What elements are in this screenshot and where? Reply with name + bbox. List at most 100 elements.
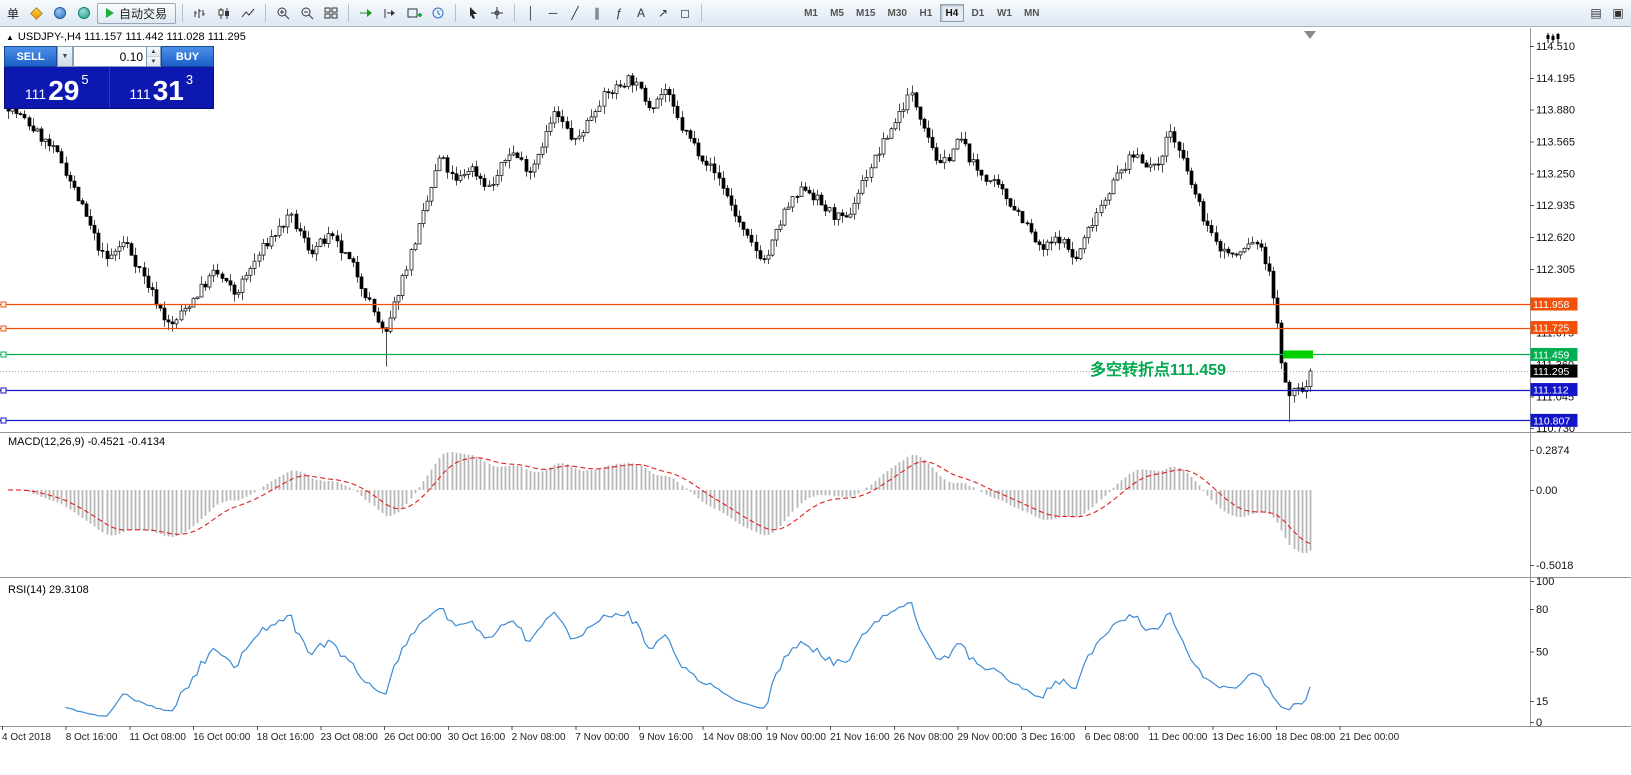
order-menu-label[interactable]: 单 bbox=[7, 6, 20, 21]
svg-text:50: 50 bbox=[1536, 647, 1548, 659]
rsi-label: RSI(14) 29.3108 bbox=[8, 584, 89, 596]
svg-text:6 Dec 08:00: 6 Dec 08:00 bbox=[1085, 732, 1139, 743]
fibonacci-icon[interactable]: ƒ bbox=[615, 6, 623, 20]
svg-text:100: 100 bbox=[1536, 576, 1554, 588]
svg-text:111.958: 111.958 bbox=[1533, 299, 1570, 311]
bar-chart-icon[interactable] bbox=[189, 3, 211, 23]
symbol-ohlc-text: USDJPY-,H4 111.157 111.442 111.028 111.2… bbox=[17, 31, 246, 43]
turning-point-annotation: 多空转折点111.459 bbox=[1090, 362, 1227, 379]
sell-button[interactable]: SELL bbox=[4, 46, 57, 67]
timeframe-m1[interactable]: M1 bbox=[804, 7, 818, 19]
sell-price-display[interactable]: 111 29 5 bbox=[5, 67, 109, 108]
auto-trading-label: 自动交易 bbox=[119, 6, 168, 21]
svg-text:0.2874: 0.2874 bbox=[1536, 445, 1570, 457]
svg-text:8 Oct 16:00: 8 Oct 16:00 bbox=[66, 732, 118, 743]
candlestick-chart-icon[interactable] bbox=[213, 3, 235, 23]
svg-text:23 Oct 08:00: 23 Oct 08:00 bbox=[321, 732, 379, 743]
svg-text:18 Oct 16:00: 18 Oct 16:00 bbox=[257, 732, 315, 743]
symbol-expand-icon[interactable]: ▲ bbox=[6, 32, 14, 42]
vertical-line-icon[interactable]: │ bbox=[527, 6, 535, 20]
timeframe-m15[interactable]: M15 bbox=[856, 7, 876, 19]
trendline-icon[interactable]: ╱ bbox=[571, 6, 579, 20]
trade-options-dropdown[interactable]: ▼ bbox=[57, 46, 73, 67]
svg-text:2 Nov 08:00: 2 Nov 08:00 bbox=[512, 732, 566, 743]
svg-text:15: 15 bbox=[1536, 696, 1548, 708]
timeframe-mn[interactable]: MN bbox=[1023, 7, 1040, 19]
mql5-icon[interactable] bbox=[25, 3, 47, 23]
lot-size-value: 0.10 bbox=[119, 49, 143, 64]
svg-text:14 Nov 08:00: 14 Nov 08:00 bbox=[703, 732, 763, 743]
svg-text:111.459: 111.459 bbox=[1533, 349, 1570, 361]
svg-text:7 Nov 00:00: 7 Nov 00:00 bbox=[575, 732, 629, 743]
svg-text:26 Oct 00:00: 26 Oct 00:00 bbox=[384, 732, 442, 743]
toolbar-separator bbox=[348, 4, 350, 22]
crosshair-icon[interactable] bbox=[486, 3, 508, 23]
sell-price-big: 29 bbox=[48, 75, 80, 107]
timeframe-m30[interactable]: M30 bbox=[887, 7, 907, 19]
chart-shift-icon[interactable] bbox=[379, 3, 401, 23]
svg-text:0.00: 0.00 bbox=[1536, 485, 1557, 497]
svg-text:111.112: 111.112 bbox=[1533, 385, 1569, 397]
auto-scroll-icon[interactable] bbox=[355, 3, 377, 23]
svg-text:3 Dec 16:00: 3 Dec 16:00 bbox=[1021, 732, 1075, 743]
svg-text:11 Oct 08:00: 11 Oct 08:00 bbox=[129, 732, 186, 743]
svg-text:29 Nov 00:00: 29 Nov 00:00 bbox=[958, 732, 1018, 743]
window-layout-icon[interactable]: ▤ bbox=[1590, 6, 1602, 20]
toolbar-separator bbox=[265, 4, 267, 22]
new-chart-icon[interactable] bbox=[403, 3, 425, 23]
svg-text:13 Dec 16:00: 13 Dec 16:00 bbox=[1212, 732, 1272, 743]
lot-decrease-button[interactable]: ▼ bbox=[147, 57, 160, 66]
svg-text:112.935: 112.935 bbox=[1536, 200, 1575, 212]
svg-text:114.510: 114.510 bbox=[1536, 41, 1575, 53]
period-clock-icon[interactable] bbox=[427, 3, 449, 23]
buy-price-big: 31 bbox=[152, 75, 184, 107]
svg-text:110.807: 110.807 bbox=[1533, 415, 1570, 427]
toolbar-separator bbox=[455, 4, 457, 22]
text-icon[interactable]: A bbox=[637, 6, 646, 20]
svg-text:4 Oct 2018: 4 Oct 2018 bbox=[2, 732, 51, 743]
svg-text:80: 80 bbox=[1536, 604, 1548, 616]
svg-text:0: 0 bbox=[1536, 717, 1542, 729]
zoom-out-icon[interactable] bbox=[296, 3, 318, 23]
svg-text:111.295: 111.295 bbox=[1533, 366, 1570, 378]
chart-corner-icon[interactable] bbox=[1545, 31, 1561, 49]
timeframe-h1[interactable]: H1 bbox=[919, 7, 933, 19]
market-icon[interactable] bbox=[49, 3, 71, 23]
toolbar-separator bbox=[701, 4, 703, 22]
zoom-in-icon[interactable] bbox=[272, 3, 294, 23]
tile-windows-icon[interactable] bbox=[320, 3, 342, 23]
arrow-object-icon[interactable]: ↗ bbox=[658, 6, 669, 20]
svg-text:16 Oct 00:00: 16 Oct 00:00 bbox=[193, 732, 251, 743]
timeframe-h4[interactable]: H4 bbox=[939, 4, 964, 22]
lot-size-input[interactable]: 0.10 ▲ ▼ bbox=[73, 46, 161, 67]
buy-price-sup: 3 bbox=[185, 72, 194, 87]
svg-text:21 Nov 16:00: 21 Nov 16:00 bbox=[830, 732, 890, 743]
globe-icon bbox=[54, 7, 67, 19]
buy-price-small: 111 bbox=[129, 86, 151, 102]
svg-text:9 Nov 16:00: 9 Nov 16:00 bbox=[639, 732, 693, 743]
shapes-icon[interactable]: ◻ bbox=[680, 6, 691, 20]
timeframe-d1[interactable]: D1 bbox=[971, 7, 985, 19]
buy-button[interactable]: BUY bbox=[161, 46, 214, 67]
chart-ohlc-header: ▲ USDJPY-,H4 111.157 111.442 111.028 111… bbox=[6, 31, 246, 43]
line-chart-icon[interactable] bbox=[237, 3, 259, 23]
buy-price-display[interactable]: 111 31 3 bbox=[110, 67, 214, 108]
channel-icon[interactable]: ∥ bbox=[594, 6, 601, 20]
svg-text:111.725: 111.725 bbox=[1533, 323, 1570, 335]
timeframe-m5[interactable]: M5 bbox=[830, 7, 844, 19]
community-icon[interactable] bbox=[73, 3, 95, 23]
auto-trading-button[interactable]: 自动交易 bbox=[97, 2, 177, 24]
diamond-icon bbox=[29, 6, 43, 20]
svg-text:112.620: 112.620 bbox=[1536, 232, 1575, 244]
panel-toggle-icon[interactable]: ▣ bbox=[1612, 6, 1624, 20]
lot-increase-button[interactable]: ▲ bbox=[147, 47, 160, 57]
svg-text:114.195: 114.195 bbox=[1536, 73, 1575, 85]
price-display-row: 111 29 5 111 31 3 bbox=[4, 67, 214, 109]
cursor-icon[interactable] bbox=[462, 3, 484, 23]
svg-text:113.880: 113.880 bbox=[1536, 105, 1575, 117]
timeframe-w1[interactable]: W1 bbox=[996, 7, 1012, 19]
sell-price-small: 111 bbox=[24, 86, 47, 102]
horizontal-line-icon[interactable]: ─ bbox=[548, 6, 558, 20]
play-icon bbox=[106, 8, 115, 18]
